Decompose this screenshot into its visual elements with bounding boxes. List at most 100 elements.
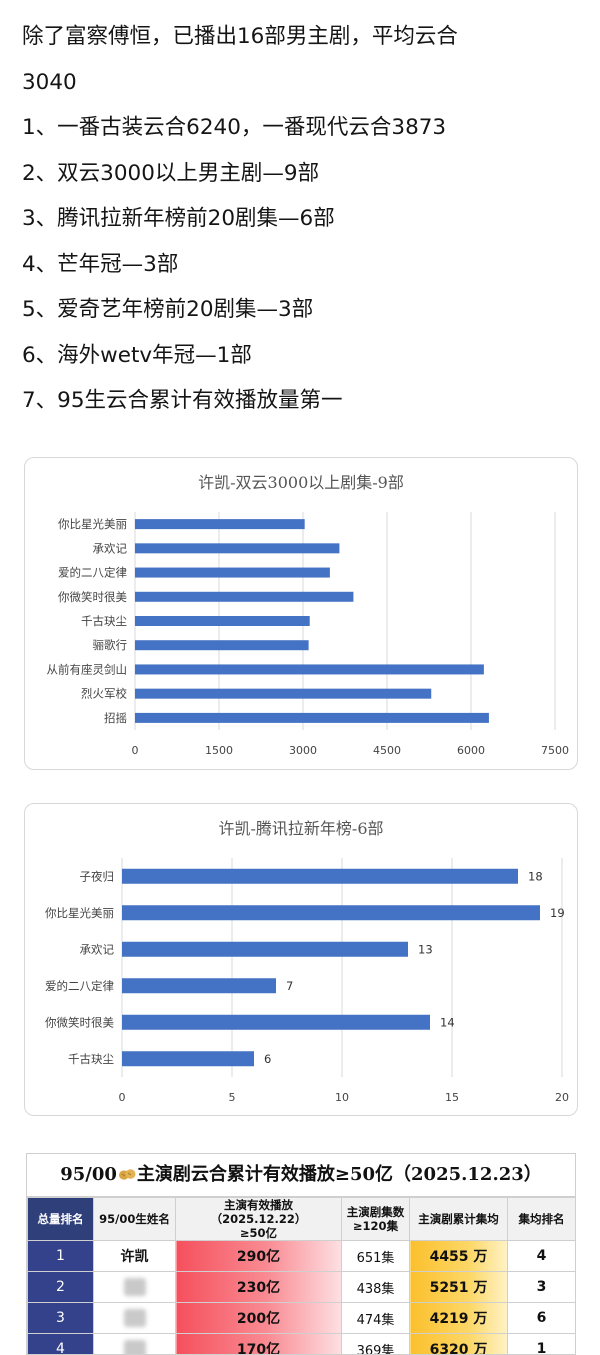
header-eprank: 集均排名 bbox=[508, 1198, 576, 1241]
category-label: 招摇 bbox=[104, 711, 127, 725]
cell-rank: 3 bbox=[28, 1303, 94, 1334]
post-line: 3040 bbox=[22, 60, 582, 106]
bar bbox=[135, 568, 330, 578]
header-rank: 总量排名 bbox=[28, 1198, 94, 1241]
bar bbox=[122, 1015, 430, 1030]
cell-name-blurred bbox=[94, 1303, 176, 1334]
x-tick-label: 1500 bbox=[205, 744, 233, 757]
cell-eprank: 6 bbox=[508, 1303, 576, 1334]
data-label: 6 bbox=[264, 1052, 271, 1066]
category-label: 从前有座灵剑山 bbox=[47, 662, 128, 676]
table-row[interactable]: 2 230亿 438集 5251 万 3 bbox=[28, 1272, 576, 1303]
chart-title: 许凯-腾讯拉新年榜-6部 bbox=[219, 819, 384, 838]
category-label: 承欢记 bbox=[80, 942, 115, 956]
bar bbox=[135, 713, 489, 723]
cell-play: 170亿 bbox=[176, 1334, 342, 1355]
cell-episodes: 651集 bbox=[342, 1241, 410, 1272]
bar bbox=[122, 978, 276, 993]
bar bbox=[135, 543, 339, 553]
x-tick-label: 5 bbox=[229, 1091, 236, 1104]
data-label: 13 bbox=[418, 942, 433, 956]
category-label: 千古玦尘 bbox=[81, 614, 127, 628]
cell-play: 290亿 bbox=[176, 1241, 342, 1272]
cell-episodes: 369集 bbox=[342, 1334, 410, 1355]
bar bbox=[122, 869, 518, 884]
table-row[interactable]: 4 170亿 369集 6320 万 1 bbox=[28, 1334, 576, 1355]
cell-rank: 2 bbox=[28, 1272, 94, 1303]
post-line: 除了富察傅恒，已播出16部男主剧，平均云合 bbox=[22, 14, 582, 60]
post-line: 3、腾讯拉新年榜前20剧集—6部 bbox=[22, 196, 582, 242]
cell-episodes: 438集 bbox=[342, 1272, 410, 1303]
cell-avg: 4455 万 bbox=[410, 1241, 508, 1272]
bar bbox=[135, 519, 305, 529]
header-episodes-line1: 主演剧集数 bbox=[347, 1205, 405, 1219]
post-line: 6、海外wetv年冠—1部 bbox=[22, 333, 582, 379]
x-tick-label: 6000 bbox=[457, 744, 485, 757]
x-tick-label: 0 bbox=[119, 1091, 126, 1104]
cell-eprank: 1 bbox=[508, 1334, 576, 1355]
category-label: 千古玦尘 bbox=[68, 1052, 114, 1066]
bar bbox=[122, 942, 408, 957]
post-text: 除了富察傅恒，已播出16部男主剧，平均云合 3040 1、一番古装云合6240，… bbox=[22, 14, 582, 424]
data-label: 7 bbox=[286, 979, 293, 993]
x-tick-label: 10 bbox=[335, 1091, 349, 1104]
category-label: 爱的二八定律 bbox=[45, 979, 114, 993]
post-line: 7、95生云合累计有效播放量第一 bbox=[22, 378, 582, 424]
post-line: 1、一番古装云合6240，一番现代云合3873 bbox=[22, 105, 582, 151]
blurred-name bbox=[124, 1340, 146, 1355]
category-label: 你比星光美丽 bbox=[45, 906, 114, 920]
category-label: 子夜归 bbox=[80, 869, 115, 883]
x-tick-label: 4500 bbox=[373, 744, 401, 757]
category-label: 你微笑时很美 bbox=[58, 590, 127, 604]
data-label: 14 bbox=[440, 1015, 455, 1029]
x-tick-label: 0 bbox=[132, 744, 139, 757]
chart-card-tencent[interactable]: 许凯-腾讯拉新年榜-6部 0 5 10 15 20 子夜归 18 你比星光美丽 19 承欢记 13 爱的… bbox=[24, 803, 578, 1116]
blurred-name bbox=[124, 1278, 146, 1296]
blurred-name bbox=[124, 1309, 146, 1327]
cell-play: 200亿 bbox=[176, 1303, 342, 1334]
cell-avg: 5251 万 bbox=[410, 1272, 508, 1303]
category-label: 承欢记 bbox=[93, 541, 128, 555]
cell-play: 230亿 bbox=[176, 1272, 342, 1303]
cell-eprank: 4 bbox=[508, 1241, 576, 1272]
cell-name-blurred bbox=[94, 1272, 176, 1303]
x-tick-label: 15 bbox=[445, 1091, 459, 1104]
bar bbox=[135, 592, 353, 602]
data-label: 19 bbox=[550, 906, 565, 920]
table-title-prefix: 95/00 bbox=[60, 1164, 117, 1185]
chart-card-double-yunhe[interactable]: 许凯-双云3000以上剧集-9部 0 1500 3000 4500 6000 7500 你比星… bbox=[24, 457, 578, 770]
bar bbox=[122, 1051, 254, 1066]
header-avg: 主演剧累计集均 bbox=[410, 1198, 508, 1241]
x-tick-label: 3000 bbox=[289, 744, 317, 757]
bar-chart-double-yunhe: 许凯-双云3000以上剧集-9部 0 1500 3000 4500 6000 7500 你比星… bbox=[25, 458, 577, 769]
cell-name-blurred bbox=[94, 1334, 176, 1355]
x-tick-label: 20 bbox=[555, 1091, 569, 1104]
header-name: 95/00生姓名 bbox=[94, 1198, 176, 1241]
bar bbox=[135, 616, 310, 626]
x-tick-label: 7500 bbox=[541, 744, 569, 757]
chart-title: 许凯-双云3000以上剧集-9部 bbox=[198, 473, 404, 492]
category-label: 你微笑时很美 bbox=[45, 1015, 114, 1029]
header-play: 主演有效播放（2025.12.22）≥50亿 bbox=[176, 1198, 342, 1241]
cell-avg: 4219 万 bbox=[410, 1303, 508, 1334]
bar-chart-tencent: 许凯-腾讯拉新年榜-6部 0 5 10 15 20 子夜归 18 你比星光美丽 19 承欢记 13 爱的… bbox=[25, 804, 577, 1115]
category-label: 骊歌行 bbox=[93, 638, 128, 652]
ranking-table: 总量排名 95/00生姓名 主演有效播放（2025.12.22）≥50亿 主演剧… bbox=[27, 1197, 576, 1355]
data-label: 18 bbox=[528, 869, 543, 883]
header-episodes: 主演剧集数≥120集 bbox=[342, 1198, 410, 1241]
bar bbox=[122, 905, 540, 920]
post-line: 4、芒年冠—3部 bbox=[22, 242, 582, 288]
bar bbox=[135, 664, 484, 674]
bar bbox=[135, 640, 309, 650]
cell-avg: 6320 万 bbox=[410, 1334, 508, 1355]
category-label: 烈火军校 bbox=[81, 687, 127, 701]
bar bbox=[135, 689, 431, 699]
header-play-line1: 主演有效播放（2025.12.22） bbox=[211, 1198, 307, 1226]
category-label: 你比星光美丽 bbox=[58, 517, 127, 531]
header-play-line2: ≥50亿 bbox=[240, 1226, 277, 1240]
table-row[interactable]: 3 200亿 474集 4219 万 6 bbox=[28, 1303, 576, 1334]
header-episodes-line2: ≥120集 bbox=[353, 1219, 398, 1233]
table-row[interactable]: 1 许凯 290亿 651集 4455 万 4 bbox=[28, 1241, 576, 1272]
